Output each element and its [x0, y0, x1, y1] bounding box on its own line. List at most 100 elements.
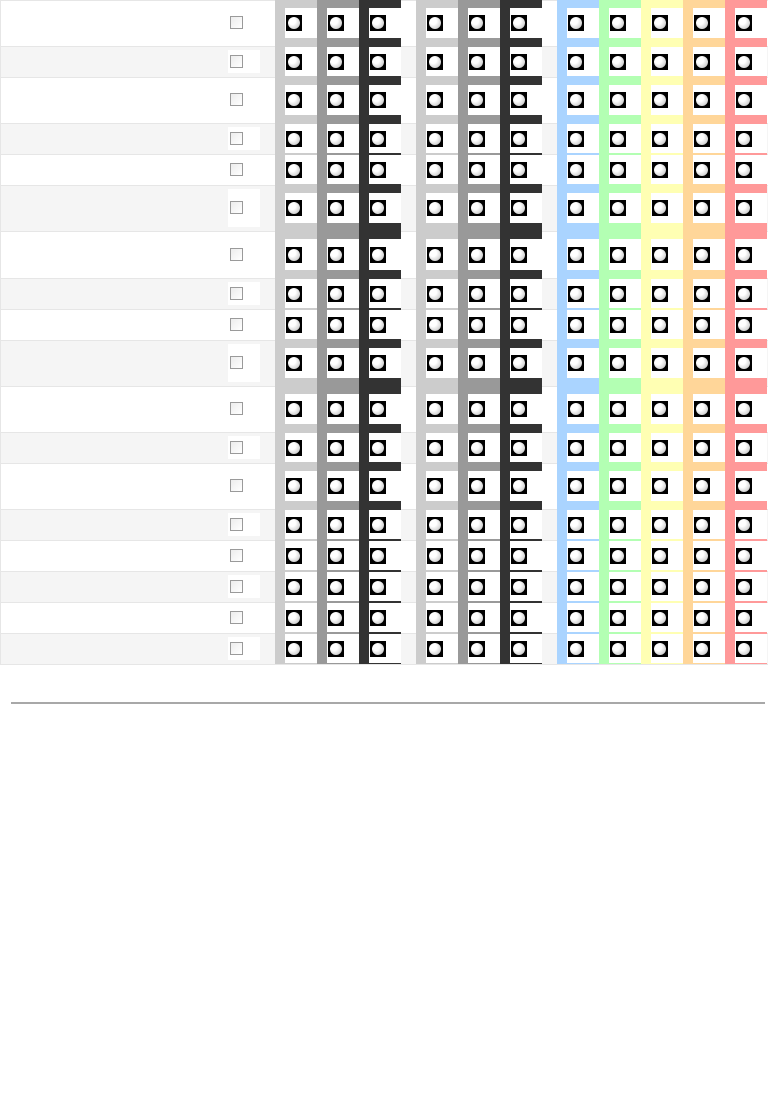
checkbox[interactable] — [230, 286, 243, 300]
checkbox[interactable] — [230, 54, 243, 68]
radio-button[interactable] — [511, 130, 527, 147]
radio-button[interactable] — [652, 578, 668, 595]
radio-button[interactable] — [694, 53, 710, 70]
radio-button[interactable] — [469, 53, 485, 70]
radio-button[interactable] — [427, 401, 443, 417]
radio-button[interactable] — [286, 285, 302, 302]
radio-button[interactable] — [652, 53, 668, 70]
radio-button[interactable] — [469, 516, 485, 533]
radio-button[interactable] — [427, 316, 443, 333]
radio-button[interactable] — [427, 439, 443, 456]
radio-button[interactable] — [610, 92, 626, 108]
radio-button[interactable] — [568, 578, 584, 595]
radio-button[interactable] — [694, 246, 710, 263]
radio-button[interactable] — [694, 285, 710, 302]
radio-button[interactable] — [736, 640, 752, 657]
radio-button[interactable] — [328, 92, 344, 108]
radio-button[interactable] — [370, 246, 386, 263]
radio-button[interactable] — [286, 130, 302, 147]
radio-button[interactable] — [469, 92, 485, 108]
radio-button[interactable] — [610, 547, 626, 564]
radio-button[interactable] — [610, 200, 626, 216]
radio-button[interactable] — [370, 200, 386, 216]
radio-button[interactable] — [694, 401, 710, 417]
radio-button[interactable] — [652, 640, 668, 657]
radio-button[interactable] — [568, 53, 584, 70]
radio-button[interactable] — [736, 53, 752, 70]
radio-button[interactable] — [328, 401, 344, 417]
radio-button[interactable] — [568, 355, 584, 371]
radio-button[interactable] — [694, 161, 710, 178]
radio-button[interactable] — [511, 516, 527, 533]
radio-button[interactable] — [286, 355, 302, 371]
radio-button[interactable] — [427, 92, 443, 108]
radio-button[interactable] — [568, 401, 584, 417]
radio-button[interactable] — [511, 547, 527, 564]
radio-button[interactable] — [370, 578, 386, 595]
radio-button[interactable] — [511, 578, 527, 595]
radio-button[interactable] — [328, 355, 344, 371]
radio-button[interactable] — [469, 200, 485, 216]
radio-button[interactable] — [610, 161, 626, 178]
radio-button[interactable] — [370, 130, 386, 147]
radio-button[interactable] — [694, 15, 710, 31]
radio-button[interactable] — [427, 246, 443, 263]
checkbox[interactable] — [230, 402, 243, 415]
radio-button[interactable] — [652, 161, 668, 178]
radio-button[interactable] — [736, 246, 752, 263]
checkbox[interactable] — [230, 610, 243, 624]
checkbox[interactable] — [230, 247, 243, 261]
radio-button[interactable] — [469, 15, 485, 31]
radio-button[interactable] — [511, 439, 527, 456]
radio-button[interactable] — [652, 246, 668, 263]
radio-button[interactable] — [652, 609, 668, 626]
radio-button[interactable] — [427, 355, 443, 371]
radio-button[interactable] — [469, 609, 485, 626]
radio-button[interactable] — [427, 578, 443, 595]
radio-button[interactable] — [568, 316, 584, 333]
radio-button[interactable] — [286, 92, 302, 108]
radio-button[interactable] — [568, 516, 584, 533]
checkbox[interactable] — [230, 517, 243, 531]
checkbox[interactable] — [230, 201, 243, 214]
radio-button[interactable] — [610, 15, 626, 31]
radio-button[interactable] — [427, 161, 443, 178]
radio-button[interactable] — [736, 285, 752, 302]
radio-button[interactable] — [286, 640, 302, 657]
radio-button[interactable] — [694, 316, 710, 333]
radio-button[interactable] — [286, 246, 302, 263]
radio-button[interactable] — [694, 92, 710, 108]
radio-button[interactable] — [328, 640, 344, 657]
radio-button[interactable] — [511, 200, 527, 216]
radio-button[interactable] — [736, 130, 752, 147]
radio-button[interactable] — [568, 92, 584, 108]
radio-button[interactable] — [427, 516, 443, 533]
radio-button[interactable] — [511, 161, 527, 178]
radio-button[interactable] — [736, 92, 752, 108]
radio-button[interactable] — [652, 355, 668, 371]
radio-button[interactable] — [469, 640, 485, 657]
radio-button[interactable] — [511, 92, 527, 108]
radio-button[interactable] — [694, 355, 710, 371]
radio-button[interactable] — [328, 516, 344, 533]
radio-button[interactable] — [469, 578, 485, 595]
radio-button[interactable] — [736, 547, 752, 564]
radio-button[interactable] — [736, 161, 752, 178]
radio-button[interactable] — [610, 285, 626, 302]
radio-button[interactable] — [652, 478, 668, 494]
radio-button[interactable] — [286, 478, 302, 494]
radio-button[interactable] — [286, 516, 302, 533]
radio-button[interactable] — [427, 640, 443, 657]
radio-button[interactable] — [610, 53, 626, 70]
radio-button[interactable] — [427, 53, 443, 70]
radio-button[interactable] — [736, 355, 752, 371]
radio-button[interactable] — [370, 355, 386, 371]
radio-button[interactable] — [511, 609, 527, 626]
radio-button[interactable] — [568, 547, 584, 564]
radio-button[interactable] — [469, 401, 485, 417]
radio-button[interactable] — [328, 285, 344, 302]
radio-button[interactable] — [610, 478, 626, 494]
radio-button[interactable] — [427, 547, 443, 564]
radio-button[interactable] — [736, 401, 752, 417]
radio-button[interactable] — [370, 439, 386, 456]
